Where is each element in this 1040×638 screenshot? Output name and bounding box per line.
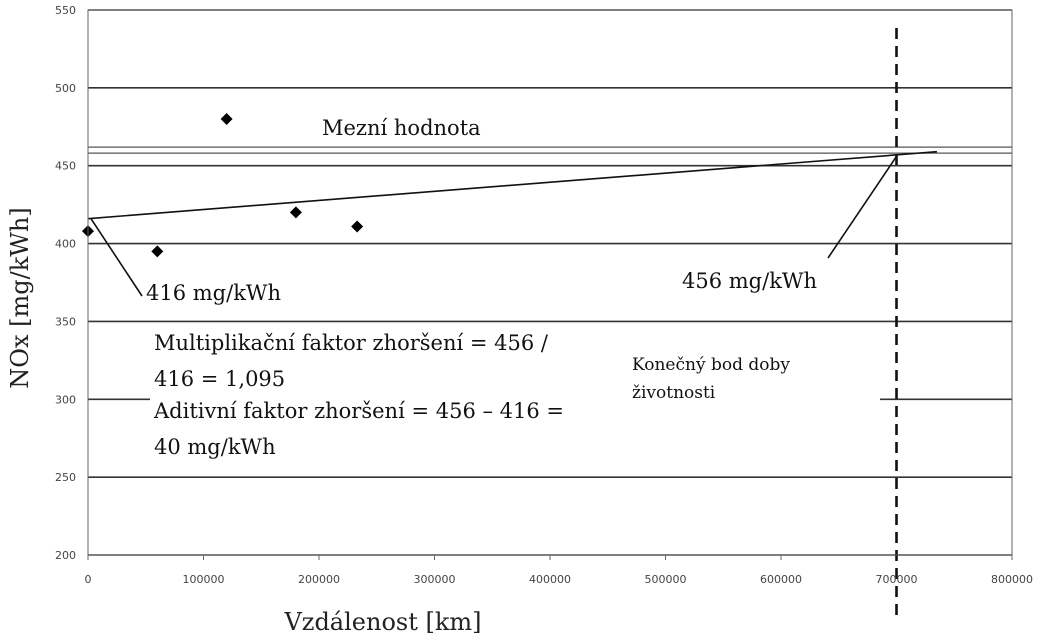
- annotations: Mezní hodnota 416 mg/kWh 456 mg/kWh Mult…: [90, 110, 898, 464]
- x-tick-label: 600000: [760, 573, 802, 586]
- x-tick-label: 0: [85, 573, 92, 586]
- end-of-life-label-background: [626, 342, 880, 406]
- x-tick-label: 700000: [876, 573, 918, 586]
- x-tick-label: 400000: [529, 573, 571, 586]
- limit-line-group: [88, 146, 1012, 154]
- additive-factor-line-1: Aditivní faktor zhoršení = 456 – 416 =: [153, 399, 564, 423]
- x-tick-label: 800000: [991, 573, 1033, 586]
- y-tick-label: 550: [55, 4, 76, 17]
- y-axis-title: NOx [mg/kWh]: [6, 207, 34, 388]
- data-points: [82, 113, 364, 258]
- y-tick-label: 300: [55, 393, 76, 406]
- end-of-life-label-line-2: životnosti: [632, 383, 716, 403]
- limit-label-background: [318, 110, 504, 140]
- start-value-label: 416 mg/kWh: [146, 281, 281, 305]
- x-tick-label: 200000: [298, 573, 340, 586]
- end-leader-line: [827, 155, 898, 259]
- data-point: [289, 206, 302, 219]
- limit-label: Mezní hodnota: [322, 116, 481, 140]
- x-tick-label: 500000: [645, 573, 687, 586]
- data-point: [151, 245, 164, 258]
- y-tick-label: 350: [55, 315, 76, 328]
- data-point: [351, 220, 364, 233]
- factor-text-background: [150, 324, 668, 464]
- additive-factor-line-2: 40 mg/kWh: [154, 435, 276, 459]
- y-tick-label: 250: [55, 471, 76, 484]
- data-point: [220, 113, 233, 125]
- end-of-life-label-line-1: Konečný bod doby: [632, 355, 790, 375]
- multiplicative-factor-line-2: 416 = 1,095: [154, 367, 285, 391]
- tick-labels: 200 250 300 350 400 450 500 550 0 100000 200000 300…: [55, 4, 1033, 586]
- y-tick-label: 200: [55, 549, 76, 562]
- y-tick-label: 400: [55, 238, 76, 251]
- x-axis-title: Vzdálenost [km]: [283, 608, 481, 636]
- x-tick-label: 100000: [183, 573, 225, 586]
- trend-line-group: [87, 150, 937, 220]
- plot-area-frame: [87, 9, 1013, 556]
- start-leader-line: [90, 218, 143, 297]
- y-tick-label: 500: [55, 82, 76, 95]
- y-tick-label: 450: [55, 160, 76, 173]
- x-tick-label: 300000: [414, 573, 456, 586]
- end-value-label: 456 mg/kWh: [682, 269, 817, 293]
- trend-line: [87, 150, 937, 220]
- multiplicative-factor-line-1: Multiplikační faktor zhoršení = 456 /: [154, 331, 549, 355]
